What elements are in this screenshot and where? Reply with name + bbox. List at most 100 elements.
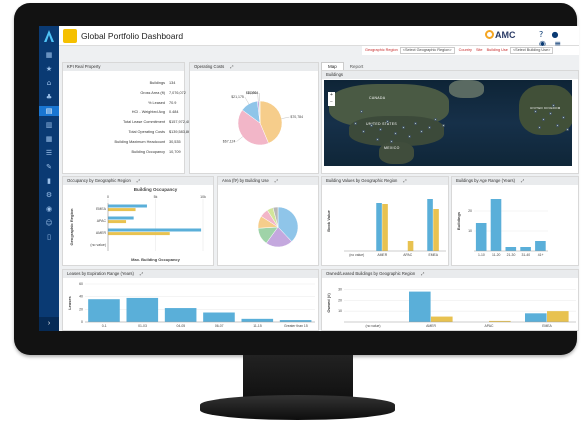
- leases-bar[interactable]: [126, 297, 159, 322]
- report-icon[interactable]: ▤: [39, 106, 59, 116]
- building-values-chart[interactable]: (no value) AMER APAC EMEA Book Value: [322, 185, 450, 267]
- slice-label[interactable]: $67,124: [223, 140, 236, 144]
- building-marker[interactable]: [556, 124, 559, 127]
- gear-icon[interactable]: ⚙: [45, 191, 53, 199]
- buildings-map[interactable]: + − CANADA UNITED STATES MEXICO UNITED KI…: [324, 80, 572, 166]
- expand-icon[interactable]: ⤢: [274, 178, 279, 183]
- star-icon[interactable]: ★: [45, 65, 53, 73]
- map-zoom-control[interactable]: + −: [328, 92, 335, 106]
- user-icon[interactable]: ◉: [539, 39, 546, 48]
- owned-leased-bar[interactable]: [409, 291, 431, 322]
- building-values-bar[interactable]: [427, 199, 433, 251]
- leases-bar[interactable]: [203, 312, 235, 323]
- buildings-by-age-bar[interactable]: [490, 199, 502, 251]
- occupancy-bar[interactable]: [108, 220, 127, 224]
- location-icon[interactable]: ◉: [45, 205, 53, 213]
- building-marker[interactable]: [376, 138, 379, 141]
- leases-bar[interactable]: [164, 308, 197, 322]
- expand-icon[interactable]: ⤢: [136, 178, 141, 183]
- operating-costs-chart[interactable]: $70,784 $67,124 $21,175$2,050$1,014: [190, 71, 320, 174]
- tab-map[interactable]: Map: [321, 62, 344, 71]
- owned-leased-bar[interactable]: [431, 316, 453, 322]
- occupancy-bar[interactable]: [108, 216, 134, 220]
- building-values-bar[interactable]: [433, 209, 439, 251]
- buildings-by-age-bar[interactable]: [535, 241, 546, 251]
- people-icon[interactable]: ☺: [45, 219, 53, 227]
- pie-slice[interactable]: [258, 100, 261, 124]
- building-marker[interactable]: [562, 116, 565, 119]
- building-marker[interactable]: [534, 110, 537, 113]
- country-filter-label[interactable]: Country: [458, 48, 472, 52]
- slice-label[interactable]: $70,784: [290, 115, 303, 119]
- building-marker[interactable]: [360, 110, 363, 113]
- building-marker[interactable]: [379, 128, 382, 131]
- dashboard-icon[interactable]: ▦: [45, 51, 53, 59]
- occupancy-bar[interactable]: [108, 208, 136, 212]
- tab-report[interactable]: Report: [349, 64, 364, 69]
- occupancy-bar[interactable]: [108, 228, 202, 232]
- expand-icon[interactable]: ⤢: [421, 271, 425, 276]
- sidebar-collapse-button[interactable]: ›: [39, 317, 59, 331]
- pie-slice[interactable]: [277, 206, 299, 242]
- pie-slice[interactable]: [259, 100, 283, 144]
- buildings-by-age-bar[interactable]: [505, 247, 517, 251]
- building-values-bar[interactable]: [376, 203, 382, 251]
- building-marker[interactable]: [414, 122, 417, 125]
- building-marker[interactable]: [552, 104, 555, 107]
- owned-leased-chart[interactable]: 10 20 30 (no value) AMER APAC EMEA Owned (#): [322, 278, 579, 331]
- building-marker[interactable]: [370, 124, 373, 127]
- expand-icon[interactable]: ⤢: [139, 271, 144, 276]
- pie-slice[interactable]: [272, 206, 279, 228]
- menu-icon[interactable]: ≡: [554, 39, 561, 48]
- building-icon[interactable]: ▥: [45, 121, 53, 129]
- expand-icon[interactable]: ⤢: [520, 178, 525, 183]
- expand-icon[interactable]: ⤢: [230, 64, 234, 69]
- area-by-use-chart[interactable]: [218, 185, 320, 267]
- building-marker[interactable]: [408, 135, 411, 138]
- home-icon[interactable]: ⌂: [46, 79, 52, 87]
- leases-bar[interactable]: [88, 299, 120, 322]
- help-icon[interactable]: ?: [539, 30, 544, 39]
- building-marker[interactable]: [542, 118, 545, 121]
- buildings-by-age-bar[interactable]: [520, 247, 531, 251]
- building-use-filter-select[interactable]: <Select Building Use>: [509, 47, 554, 54]
- building-marker[interactable]: [386, 120, 389, 123]
- expand-icon[interactable]: ⤢: [403, 178, 407, 183]
- slice-label[interactable]: $2,050: [246, 91, 257, 95]
- leases-bar[interactable]: [241, 318, 274, 322]
- chart-icon[interactable]: ▮: [47, 177, 51, 185]
- notifications-icon[interactable]: ●: [551, 30, 559, 39]
- pie-slice[interactable]: [237, 109, 269, 146]
- owned-leased-bar[interactable]: [547, 311, 569, 322]
- list-icon[interactable]: ☰: [45, 149, 53, 157]
- building-values-bar[interactable]: [407, 241, 414, 251]
- site-filter-label[interactable]: Site: [475, 48, 483, 52]
- building-values-bar[interactable]: [382, 204, 388, 251]
- grid-icon[interactable]: ▦: [45, 135, 53, 143]
- slice-label[interactable]: $1,014: [248, 91, 259, 95]
- leases-chart[interactable]: 0 20 40 60 0-1 01-03 04-05 06-07 11-15 Greater th…: [63, 278, 320, 331]
- building-marker[interactable]: [420, 130, 423, 133]
- building-marker[interactable]: [394, 132, 397, 135]
- slice-label[interactable]: $21,175: [231, 95, 244, 99]
- building-marker[interactable]: [354, 122, 357, 125]
- building-marker[interactable]: [390, 140, 393, 143]
- building-marker[interactable]: [428, 126, 431, 129]
- buildings-by-age-bar[interactable]: [475, 223, 487, 251]
- building-marker[interactable]: [362, 130, 365, 133]
- building-marker[interactable]: [434, 118, 437, 121]
- building-marker[interactable]: [549, 112, 552, 115]
- building-marker[interactable]: [566, 128, 569, 131]
- owned-leased-bar[interactable]: [525, 313, 547, 322]
- document-icon[interactable]: ▯: [47, 233, 51, 241]
- building-marker[interactable]: [538, 126, 541, 129]
- leases-bar[interactable]: [279, 320, 312, 322]
- occupancy-bar[interactable]: [108, 204, 147, 208]
- tree-icon[interactable]: ♣: [45, 93, 53, 101]
- building-marker[interactable]: [442, 124, 445, 127]
- geo-filter-select[interactable]: <Select Geographic Region>: [399, 47, 455, 54]
- owned-leased-bar[interactable]: [489, 320, 511, 322]
- tool-icon[interactable]: ✎: [46, 163, 52, 171]
- occupancy-chart[interactable]: Building Occupancy 0 5k 10k EMEA APAC AMER (no …: [63, 185, 215, 267]
- buildings-by-age-chart[interactable]: 10 20 1-10 11-20 21-30 31-40 41+ Buildings: [452, 185, 579, 267]
